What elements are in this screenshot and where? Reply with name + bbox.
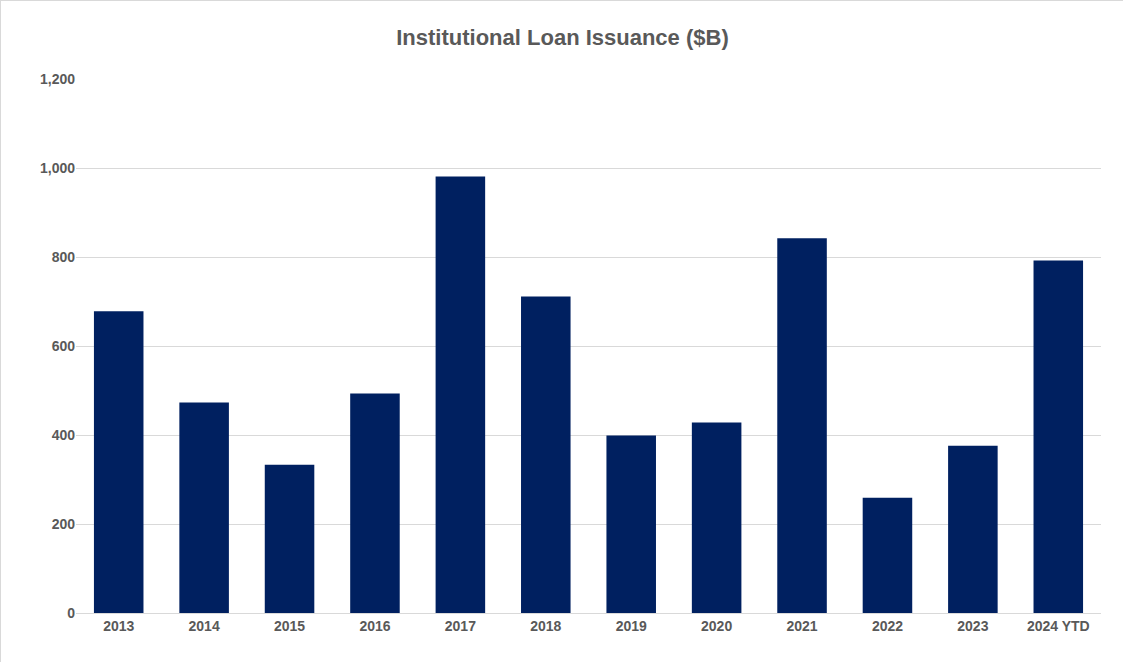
svg-text:600: 600 (52, 338, 76, 354)
svg-text:400: 400 (52, 427, 76, 443)
svg-text:2022: 2022 (872, 618, 903, 634)
svg-text:2018: 2018 (530, 618, 561, 634)
svg-text:0: 0 (67, 605, 75, 621)
svg-text:2014: 2014 (189, 618, 220, 634)
svg-text:2023: 2023 (957, 618, 988, 634)
svg-text:2017: 2017 (445, 618, 476, 634)
svg-text:2021: 2021 (786, 618, 817, 634)
svg-text:2016: 2016 (359, 618, 390, 634)
svg-text:2015: 2015 (274, 618, 305, 634)
svg-text:2013: 2013 (103, 618, 134, 634)
svg-text:200: 200 (52, 516, 76, 532)
svg-text:2020: 2020 (701, 618, 732, 634)
svg-text:800: 800 (52, 249, 76, 265)
svg-text:1,000: 1,000 (40, 160, 75, 176)
svg-text:1,200: 1,200 (40, 71, 75, 87)
svg-text:Institutional Loan Issuance ($: Institutional Loan Issuance ($B) (396, 25, 728, 50)
svg-text:2024 YTD: 2024 YTD (1027, 618, 1090, 634)
svg-text:2019: 2019 (616, 618, 647, 634)
